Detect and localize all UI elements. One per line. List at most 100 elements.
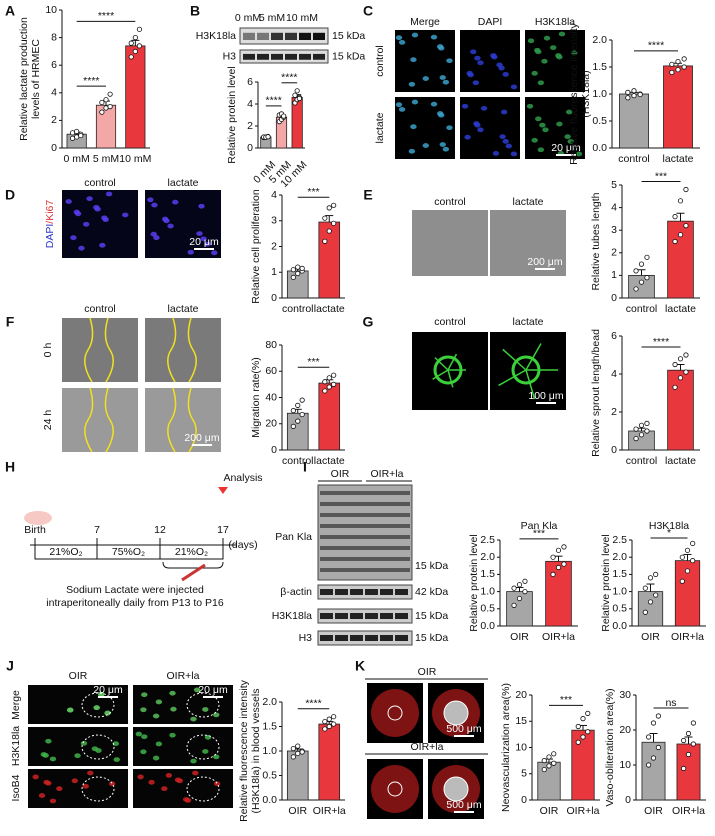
x-tick-label: OIR+la bbox=[313, 805, 346, 817]
y-tick-label: 0 bbox=[247, 142, 253, 154]
data-point bbox=[680, 737, 687, 744]
data-point bbox=[99, 99, 105, 106]
cell bbox=[176, 778, 184, 784]
cell bbox=[200, 236, 207, 242]
cell bbox=[510, 151, 518, 157]
y-tick-label: 5 bbox=[521, 768, 527, 780]
cell bbox=[395, 102, 403, 108]
lane-label: 0 mM bbox=[235, 12, 261, 24]
panel-letter: A bbox=[5, 3, 15, 19]
data-point bbox=[511, 585, 517, 591]
y-tick-label: 0 bbox=[521, 794, 527, 806]
cell bbox=[408, 81, 416, 87]
cell bbox=[56, 786, 63, 792]
panel-letter: J bbox=[6, 658, 14, 674]
cell bbox=[71, 778, 79, 784]
data-point bbox=[677, 198, 684, 204]
cell bbox=[202, 749, 209, 754]
bar bbox=[95, 104, 117, 149]
cell bbox=[187, 249, 194, 255]
data-point bbox=[647, 599, 654, 605]
day-label: 7 bbox=[94, 524, 100, 536]
cell bbox=[198, 203, 205, 209]
data-point bbox=[290, 408, 296, 414]
sprout bbox=[498, 369, 527, 387]
micrograph bbox=[62, 388, 138, 452]
wound-edge bbox=[167, 317, 177, 383]
data-point bbox=[675, 67, 681, 73]
data-point bbox=[681, 64, 687, 70]
data-point bbox=[638, 432, 645, 438]
data-point bbox=[326, 205, 332, 211]
band bbox=[320, 635, 333, 641]
data-point bbox=[625, 95, 631, 101]
cell bbox=[49, 798, 57, 804]
cell bbox=[99, 242, 106, 248]
day-label: 17 bbox=[217, 524, 229, 536]
cell bbox=[542, 127, 549, 133]
band bbox=[313, 32, 325, 40]
scale-label: 20 μm bbox=[551, 142, 581, 154]
data-point bbox=[638, 422, 645, 428]
cell bbox=[558, 31, 566, 37]
row-label: 0 h bbox=[42, 343, 54, 358]
data-point bbox=[290, 423, 296, 429]
data-point bbox=[638, 279, 645, 285]
x-tick-label: lactate bbox=[665, 455, 696, 467]
vessel-outline bbox=[186, 776, 220, 802]
significance-label: *** bbox=[560, 694, 572, 706]
cell bbox=[442, 79, 450, 85]
y-tick-label: 1.5 bbox=[262, 720, 277, 732]
band bbox=[320, 513, 410, 517]
data-point bbox=[653, 592, 659, 598]
band bbox=[271, 32, 283, 40]
data-point bbox=[294, 88, 300, 94]
cell bbox=[411, 99, 419, 105]
column-label: lactate bbox=[168, 177, 199, 189]
data-point bbox=[681, 56, 687, 62]
cell bbox=[571, 50, 578, 56]
data-point bbox=[625, 89, 631, 95]
data-point bbox=[546, 763, 552, 769]
micrograph bbox=[525, 97, 585, 159]
cell bbox=[439, 142, 446, 147]
cell bbox=[193, 687, 201, 693]
data-point bbox=[295, 418, 301, 424]
cell bbox=[141, 692, 148, 698]
cell bbox=[190, 716, 197, 722]
micrograph bbox=[460, 30, 520, 92]
cell bbox=[82, 783, 89, 789]
row-label: Merge bbox=[10, 690, 22, 720]
wound-edge bbox=[104, 317, 114, 383]
data-point bbox=[331, 220, 337, 226]
cell bbox=[398, 106, 406, 112]
band bbox=[365, 635, 378, 641]
group-label: OIR bbox=[331, 468, 350, 480]
micrograph bbox=[28, 685, 128, 724]
cell bbox=[477, 127, 484, 133]
data-point bbox=[326, 723, 332, 730]
cell bbox=[410, 57, 417, 63]
sprout bbox=[525, 369, 536, 400]
significance-label: **** bbox=[281, 72, 297, 84]
data-point bbox=[690, 720, 697, 726]
note: Sodium Lactate were injected bbox=[66, 584, 204, 596]
cell bbox=[93, 705, 100, 711]
band bbox=[243, 53, 255, 60]
y-axis-label: (H3K18la) in blood vessels bbox=[250, 689, 262, 814]
data-point bbox=[74, 128, 80, 135]
y-tick-label: 0.5 bbox=[592, 115, 607, 127]
group-label: OIR bbox=[418, 666, 437, 678]
data-point bbox=[551, 751, 557, 757]
data-point bbox=[684, 568, 691, 574]
band bbox=[380, 589, 393, 595]
band bbox=[365, 613, 378, 619]
column-label: H3K18la bbox=[535, 16, 575, 28]
y-tick-label: 1.5 bbox=[480, 568, 495, 580]
day-unit: (days) bbox=[228, 539, 257, 551]
injection-bracket bbox=[162, 561, 224, 569]
data-point bbox=[669, 61, 675, 67]
row-label: lactate bbox=[374, 112, 386, 143]
cell bbox=[410, 124, 417, 130]
